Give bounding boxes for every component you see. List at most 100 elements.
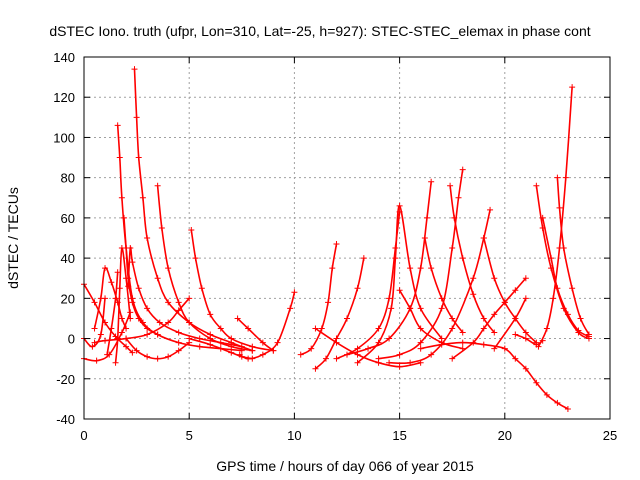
- x-tick-label: 25: [603, 428, 617, 443]
- data-point: [154, 275, 161, 282]
- series-layer: [81, 66, 592, 412]
- data-point: [354, 345, 361, 352]
- series-36: [554, 174, 592, 338]
- data-point: [102, 337, 109, 344]
- data-point: [533, 182, 540, 189]
- data-point: [480, 235, 487, 241]
- series-14: [188, 226, 277, 354]
- data-point: [259, 339, 266, 346]
- data-point: [470, 275, 477, 282]
- data-point: [438, 341, 445, 348]
- series-line: [83, 283, 133, 354]
- series-11: [154, 182, 256, 354]
- y-tick-label: 60: [61, 211, 75, 226]
- series-35: [539, 214, 592, 340]
- data-point: [459, 255, 466, 262]
- data-point: [118, 329, 125, 336]
- data-point: [407, 359, 414, 366]
- data-point: [550, 295, 557, 302]
- data-point: [365, 345, 372, 352]
- data-point: [423, 214, 430, 221]
- data-point: [354, 285, 361, 292]
- data-point: [93, 357, 100, 364]
- data-point: [329, 265, 336, 272]
- data-point: [585, 331, 592, 338]
- data-point: [133, 347, 140, 354]
- data-point: [325, 299, 332, 306]
- data-point: [480, 325, 487, 332]
- series-line: [537, 87, 573, 347]
- series-28: [396, 287, 466, 352]
- data-point: [125, 283, 132, 290]
- series-line: [356, 204, 443, 364]
- data-point: [512, 355, 519, 362]
- data-point: [333, 355, 340, 362]
- data-point: [108, 279, 115, 286]
- series-26: [447, 182, 498, 336]
- y-tick-label: 0: [68, 332, 75, 347]
- chart-title: dSTEC Iono. truth (ufpr, Lon=310, Lat=-2…: [49, 23, 590, 39]
- data-point: [449, 325, 456, 332]
- data-point: [428, 351, 435, 358]
- data-point: [112, 295, 119, 302]
- data-point: [447, 182, 454, 189]
- data-point: [428, 178, 435, 185]
- data-point: [480, 315, 487, 322]
- series-13: [123, 335, 193, 362]
- series-line: [190, 229, 274, 352]
- data-point: [554, 399, 561, 406]
- data-point: [129, 349, 136, 356]
- data-point: [118, 315, 125, 322]
- data-point: [451, 214, 458, 221]
- x-tick-label: 20: [498, 428, 512, 443]
- series-33: [512, 331, 546, 348]
- data-point: [438, 305, 445, 312]
- data-point: [175, 307, 182, 314]
- data-point: [186, 335, 193, 342]
- data-point: [449, 245, 456, 252]
- data-point: [287, 305, 294, 312]
- data-point: [512, 315, 519, 322]
- data-point: [501, 299, 508, 306]
- data-point: [487, 206, 494, 213]
- data-point: [344, 351, 350, 358]
- data-point: [175, 299, 182, 306]
- data-point: [154, 182, 161, 189]
- data-point: [501, 345, 508, 352]
- data-point: [91, 339, 98, 346]
- y-tick-label: -40: [56, 412, 75, 427]
- data-point: [89, 343, 96, 350]
- y-tick-label: -20: [56, 372, 75, 387]
- data-point: [158, 224, 165, 231]
- data-point: [491, 329, 498, 336]
- series-line: [314, 257, 365, 370]
- y-tick-label: 40: [61, 251, 75, 266]
- data-point: [459, 339, 466, 346]
- data-point: [154, 355, 161, 362]
- data-point: [123, 325, 130, 332]
- data-point: [556, 245, 563, 252]
- data-point: [165, 353, 172, 360]
- y-tick-label: 100: [53, 130, 75, 145]
- data-point: [417, 345, 424, 352]
- data-point: [360, 255, 367, 262]
- data-point: [396, 287, 403, 294]
- plot-frame: [83, 56, 611, 420]
- data-point: [144, 353, 151, 360]
- data-point: [123, 335, 130, 342]
- data-point: [116, 154, 123, 161]
- series-line: [106, 272, 119, 355]
- data-point: [186, 295, 193, 302]
- series-6: [112, 245, 134, 366]
- data-point: [564, 311, 571, 318]
- data-point: [554, 174, 561, 181]
- data-point: [156, 319, 163, 326]
- x-tick-label: 15: [392, 428, 406, 443]
- x-tick-label: 5: [186, 428, 193, 443]
- axes: [83, 56, 611, 420]
- series-30: [480, 235, 540, 346]
- series-line: [237, 317, 274, 352]
- data-point: [543, 325, 550, 332]
- data-point: [312, 325, 319, 332]
- data-point: [129, 299, 136, 306]
